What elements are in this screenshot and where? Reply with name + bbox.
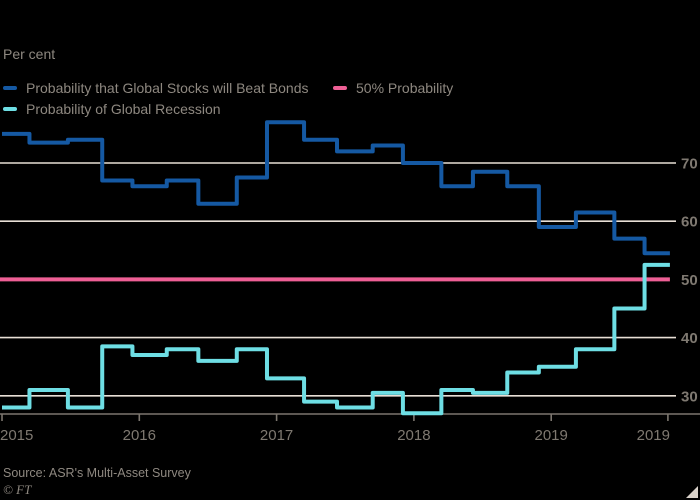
legend-item-global-recession: Probability of Global Recession bbox=[3, 101, 221, 117]
gridlines bbox=[0, 162, 676, 397]
legend-label-fifty: 50% Probability bbox=[356, 80, 454, 96]
x-tick-label: 2016 bbox=[123, 427, 156, 444]
x-tick-label: 2019 bbox=[535, 427, 568, 444]
y-axis-unit-label: Per cent bbox=[3, 46, 56, 62]
x-tick-label: 2018 bbox=[397, 427, 430, 444]
legend-swatch-recession-icon bbox=[3, 107, 17, 111]
legend-item-stocks-beat-bonds: Probability that Global Stocks will Beat… bbox=[3, 80, 308, 96]
y-tick-label: 40 bbox=[681, 330, 698, 347]
series-line-global-recession bbox=[2, 262, 670, 416]
series-line-stocks-beat-bonds bbox=[2, 120, 670, 256]
y-tick-label: 50 bbox=[681, 272, 698, 289]
y-axis-labels: 30 40 50 60 70 bbox=[681, 156, 698, 406]
y-tick-label: 70 bbox=[681, 156, 698, 173]
legend-label-stocks: Probability that Global Stocks will Beat… bbox=[26, 80, 309, 96]
y-tick-label: 60 bbox=[681, 214, 698, 231]
x-tick-label: 2017 bbox=[260, 427, 293, 444]
x-axis: 2015 2016 2017 2018 2019 2019 bbox=[0, 413, 700, 444]
x-tick-label: 2015 bbox=[0, 427, 33, 444]
ft-copyright: © FT bbox=[3, 482, 32, 497]
y-tick-label: 30 bbox=[681, 388, 698, 405]
source-note: Source: ASR's Multi-Asset Survey bbox=[3, 466, 191, 480]
legend-swatch-fifty-icon bbox=[333, 86, 347, 90]
legend-label-recession: Probability of Global Recession bbox=[26, 101, 221, 117]
corner-triangle-icon bbox=[686, 486, 698, 498]
legend-item-fifty-probability: 50% Probability bbox=[333, 80, 453, 96]
x-tick-label: 2019 bbox=[637, 427, 670, 444]
legend-swatch-stocks-icon bbox=[3, 86, 17, 90]
